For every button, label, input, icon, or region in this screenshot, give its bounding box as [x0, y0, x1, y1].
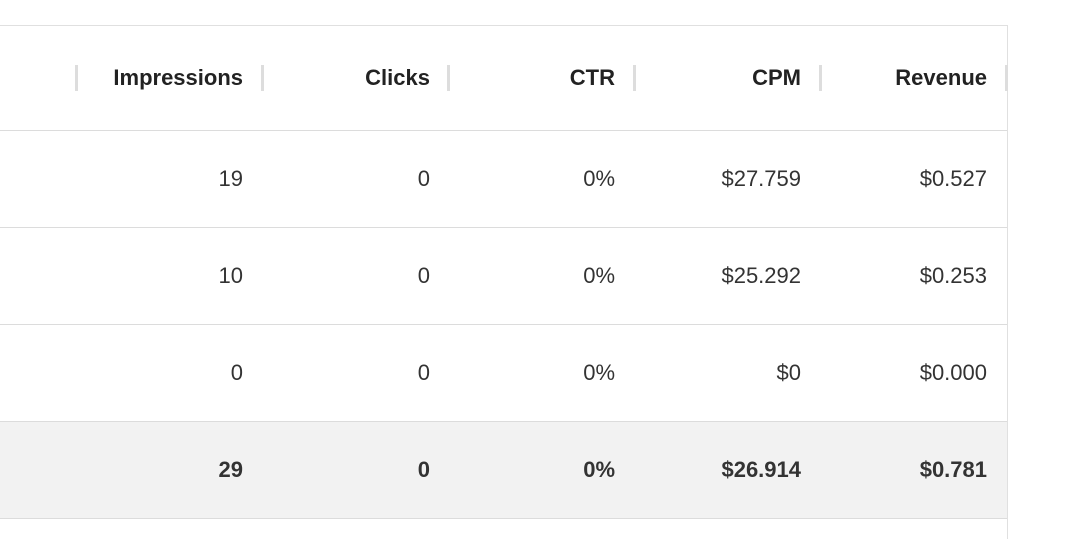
column-separator — [447, 65, 450, 91]
column-separator — [1005, 65, 1008, 91]
column-header: Revenue — [895, 65, 987, 90]
column-header: Impressions — [113, 65, 243, 90]
table-cell: $25.292 — [721, 263, 801, 288]
table-cell: 0 — [417, 166, 430, 191]
table-cell: 0 — [417, 263, 430, 288]
table-cell: $26.914 — [721, 457, 801, 482]
column-separator — [633, 65, 636, 91]
column-header: CPM — [752, 65, 801, 90]
header-row: Impressions Clicks CTR CPM Revenue — [0, 26, 1008, 131]
table-cell: $27.759 — [721, 166, 801, 191]
column-separator — [75, 65, 78, 91]
data-row: 0 0 0% $0 $0.000 — [0, 325, 1007, 422]
data-row: 19 0 0% $27.759 $0.527 — [0, 131, 1007, 228]
report-table: Impressions Clicks CTR CPM Revenue 19 0 0% $27.… — [0, 25, 1008, 539]
table-cell: $0.253 — [919, 263, 987, 288]
table-cell: 0% — [583, 360, 615, 385]
table-cell: $0.781 — [919, 457, 987, 482]
table-cell: 0% — [583, 166, 615, 191]
table-cell: 0% — [583, 457, 615, 482]
table-cell: $0.527 — [919, 166, 987, 191]
total-row: 29 0 0% $26.914 $0.781 — [0, 422, 1007, 519]
column-header: CTR — [569, 65, 615, 90]
table-cell: 0 — [417, 457, 430, 482]
table-cell: 10 — [218, 263, 243, 288]
table-cell: 29 — [218, 457, 243, 482]
column-header: Clicks — [365, 65, 430, 90]
column-separator — [261, 65, 264, 91]
table-cell: 0% — [583, 263, 615, 288]
table-cell: 0 — [230, 360, 243, 385]
table-cell: $0.000 — [919, 360, 987, 385]
data-row: 10 0 0% $25.292 $0.253 — [0, 228, 1007, 325]
table-cell: 19 — [218, 166, 243, 191]
table-cell: 0 — [417, 360, 430, 385]
column-separator — [819, 65, 822, 91]
table-cell: $0 — [776, 360, 801, 385]
